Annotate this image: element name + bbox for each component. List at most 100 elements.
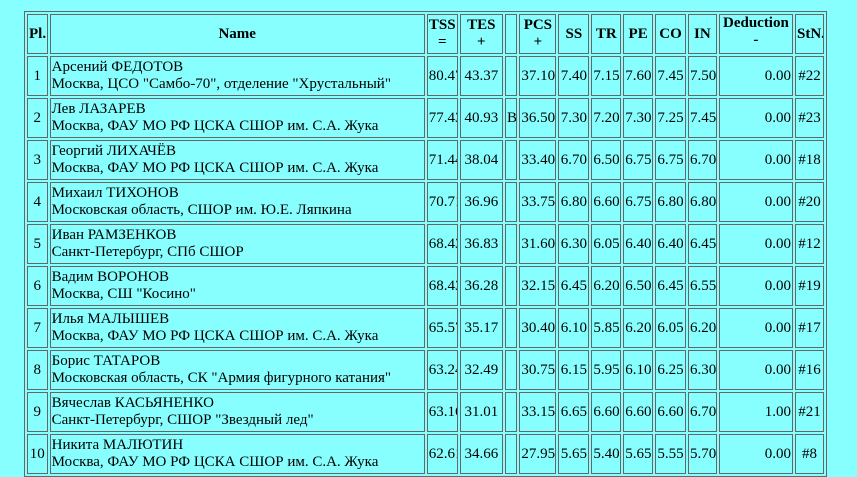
cell-tss: 68.43 xyxy=(426,266,458,306)
header-row: Pl. Name TSS = TES + PCS + SS TR PE CO IN D… xyxy=(27,14,824,54)
cell-ded: 0.00 xyxy=(718,266,794,306)
cell-tr: 5.85 xyxy=(591,308,622,348)
cell-pcs: 37.10 xyxy=(519,56,557,96)
cell-pe: 6.20 xyxy=(623,308,654,348)
cell-pcs: 30.40 xyxy=(519,308,557,348)
cell-in: 6.30 xyxy=(687,350,717,390)
cell-in: 6.55 xyxy=(687,266,717,306)
cell-name: Арсений ФЕДОТОВ Москва, ЦСО "Самбо-70", о… xyxy=(49,56,425,96)
cell-pcs: 33.15 xyxy=(519,392,557,432)
cell-tss: 80.47 xyxy=(426,56,458,96)
cell-tss: 63.16 xyxy=(426,392,458,432)
skater-name: Лев ЛАЗАРЕВ xyxy=(51,101,146,117)
cell-ded: 0.00 xyxy=(718,308,794,348)
cell-name: Вадим ВОРОНОВ Москва, СШ "Косино" xyxy=(49,266,425,306)
cell-stn: #21 xyxy=(795,392,824,432)
header-stn: StN. xyxy=(795,14,824,54)
cell-flag: B xyxy=(504,98,518,138)
cell-co: 6.05 xyxy=(655,308,686,348)
skater-club: Москва, ФАУ МО РФ ЦСКА СШОР им. С.А. Жук… xyxy=(51,454,379,470)
cell-flag xyxy=(504,56,518,96)
cell-ded: 0.00 xyxy=(718,140,794,180)
cell-tss: 62.61 xyxy=(426,434,458,474)
cell-pcs: 31.60 xyxy=(519,224,557,264)
header-in: IN xyxy=(687,14,717,54)
skater-club: Московская область, СК "Армия фигурного … xyxy=(51,370,392,386)
table-row: 10 Никита МАЛЮТИН Москва, ФАУ МО РФ ЦСКА С… xyxy=(27,434,824,474)
skater-club: Москва, ЦСО "Самбо-70", отделение "Хруст… xyxy=(51,76,391,92)
table-row: 3 Георгий ЛИХАЧЁВ Москва, ФАУ МО РФ ЦСКА С… xyxy=(27,140,824,180)
cell-name: Иван РАМЗЕНКОВ Санкт-Петербург, СПб СШОР xyxy=(49,224,425,264)
cell-flag xyxy=(504,224,518,264)
cell-tss: 68.43 xyxy=(426,224,458,264)
cell-flag xyxy=(504,350,518,390)
cell-co: 6.80 xyxy=(655,182,686,222)
cell-pl: 4 xyxy=(27,182,48,222)
cell-ss: 6.45 xyxy=(558,266,590,306)
cell-co: 6.75 xyxy=(655,140,686,180)
skater-name: Никита МАЛЮТИН xyxy=(51,437,184,453)
header-pl: Pl. xyxy=(27,14,48,54)
cell-pcs: 36.50 xyxy=(519,98,557,138)
cell-pe: 6.10 xyxy=(623,350,654,390)
table-row: 2 Лев ЛАЗАРЕВ Москва, ФАУ МО РФ ЦСКА СШОР … xyxy=(27,98,824,138)
skater-name: Вадим ВОРОНОВ xyxy=(51,269,170,285)
cell-stn: #17 xyxy=(795,308,824,348)
cell-ded: 0.00 xyxy=(718,182,794,222)
header-tr: TR xyxy=(591,14,622,54)
cell-co: 6.60 xyxy=(655,392,686,432)
header-pcs: PCS + xyxy=(519,14,557,54)
cell-ss: 6.70 xyxy=(558,140,590,180)
cell-tr: 5.40 xyxy=(591,434,622,474)
cell-ded: 0.00 xyxy=(718,98,794,138)
header-ss: SS xyxy=(558,14,590,54)
skater-club: Москва, ФАУ МО РФ ЦСКА СШОР им. С.А. Жук… xyxy=(51,328,379,344)
header-pcs-sub: + xyxy=(533,34,543,50)
table-row: 7 Илья МАЛЫШЕВ Москва, ФАУ МО РФ ЦСКА СШОР… xyxy=(27,308,824,348)
cell-ss: 6.80 xyxy=(558,182,590,222)
cell-stn: #12 xyxy=(795,224,824,264)
cell-ded: 0.00 xyxy=(718,434,794,474)
cell-in: 6.70 xyxy=(687,140,717,180)
cell-pcs: 33.75 xyxy=(519,182,557,222)
skater-name: Илья МАЛЫШЕВ xyxy=(51,311,170,327)
cell-stn: #8 xyxy=(795,434,824,474)
skater-name: Борис ТАТАРОВ xyxy=(51,353,161,369)
table-row: 4 Михаил ТИХОНОВ Московская область, СШОР … xyxy=(27,182,824,222)
cell-pe: 6.50 xyxy=(623,266,654,306)
results-table: Pl. Name TSS = TES + PCS + SS TR PE CO IN D… xyxy=(24,11,827,477)
header-tss-sub: = xyxy=(437,34,447,50)
cell-tes: 36.28 xyxy=(459,266,503,306)
cell-tr: 6.60 xyxy=(591,392,622,432)
cell-flag xyxy=(504,140,518,180)
cell-pl: 2 xyxy=(27,98,48,138)
cell-flag xyxy=(504,392,518,432)
cell-pl: 8 xyxy=(27,350,48,390)
cell-ss: 5.65 xyxy=(558,434,590,474)
skater-name: Иван РАМЗЕНКОВ xyxy=(51,227,177,243)
cell-tes: 38.04 xyxy=(459,140,503,180)
cell-co: 6.40 xyxy=(655,224,686,264)
table-row: 9 Вячеслав КАСЬЯНЕНКО Санкт-Петербург, СШО… xyxy=(27,392,824,432)
cell-ss: 7.30 xyxy=(558,98,590,138)
cell-tes: 36.96 xyxy=(459,182,503,222)
cell-tss: 65.57 xyxy=(426,308,458,348)
cell-flag xyxy=(504,266,518,306)
cell-flag xyxy=(504,308,518,348)
cell-pe: 5.65 xyxy=(623,434,654,474)
cell-tr: 7.20 xyxy=(591,98,622,138)
cell-name: Никита МАЛЮТИН Москва, ФАУ МО РФ ЦСКА СШО… xyxy=(49,434,425,474)
cell-name: Илья МАЛЫШЕВ Москва, ФАУ МО РФ ЦСКА СШОР … xyxy=(49,308,425,348)
table-row: 1 Арсений ФЕДОТОВ Москва, ЦСО "Самбо-70", … xyxy=(27,56,824,96)
cell-ded: 0.00 xyxy=(718,224,794,264)
cell-tss: 70.71 xyxy=(426,182,458,222)
cell-name: Вячеслав КАСЬЯНЕНКО Санкт-Петербург, СШОР… xyxy=(49,392,425,432)
cell-ss: 6.30 xyxy=(558,224,590,264)
cell-pe: 7.30 xyxy=(623,98,654,138)
cell-stn: #20 xyxy=(795,182,824,222)
cell-tss: 77.43 xyxy=(426,98,458,138)
cell-ded: 1.00 xyxy=(718,392,794,432)
cell-pl: 9 xyxy=(27,392,48,432)
skater-club: Санкт-Петербург, СПб СШОР xyxy=(51,244,244,260)
